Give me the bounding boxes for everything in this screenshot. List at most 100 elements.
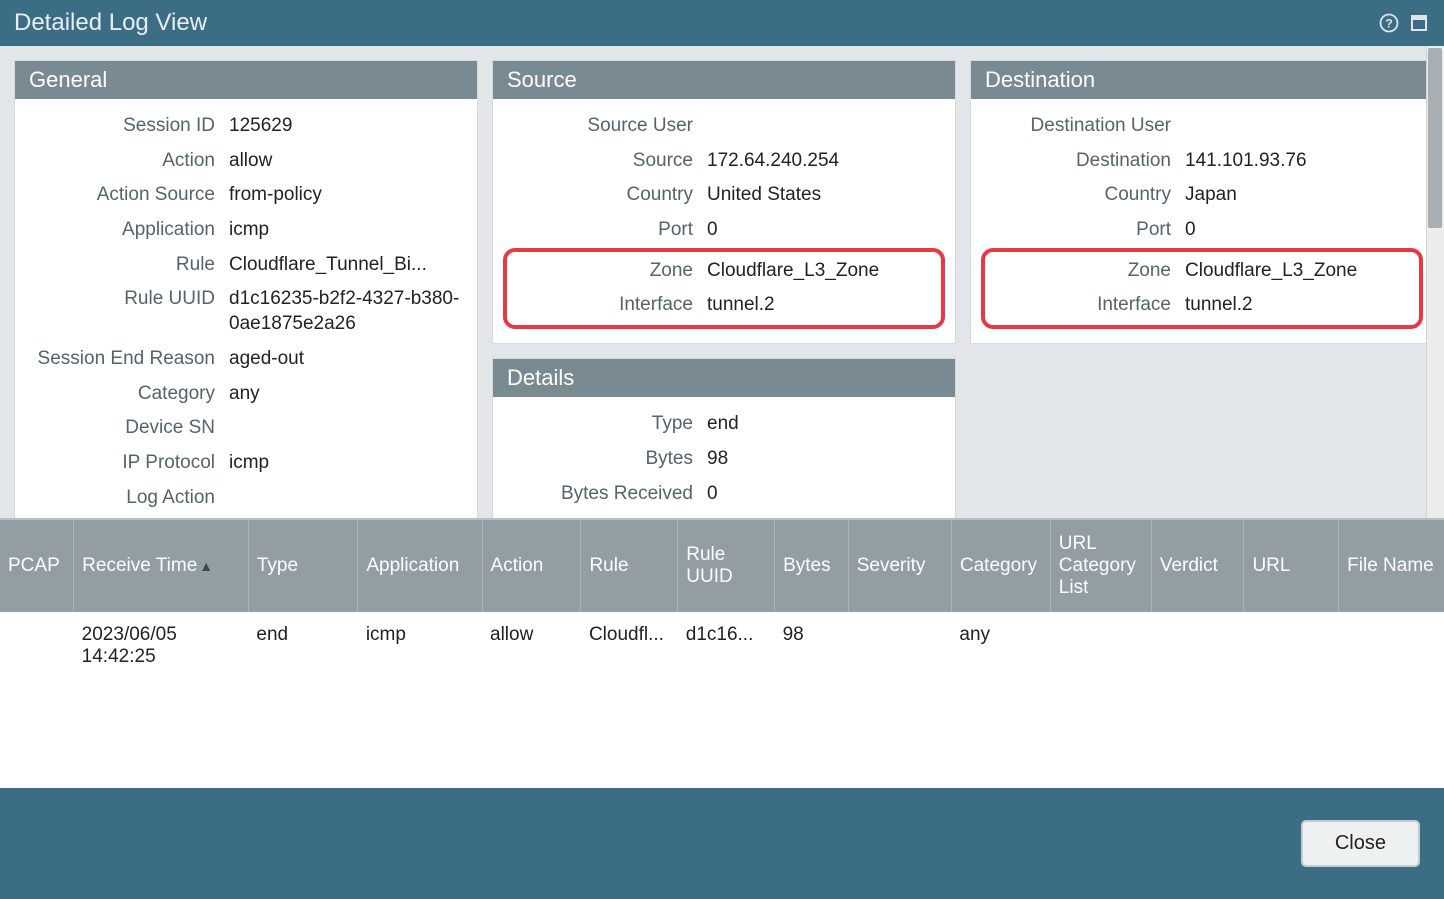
column-header[interactable]: Type xyxy=(248,520,357,612)
help-icon[interactable]: ? xyxy=(1378,12,1400,34)
kv-label: Action xyxy=(29,149,229,174)
column-header[interactable]: Bytes xyxy=(775,520,849,612)
column-header[interactable]: Verdict xyxy=(1151,520,1244,612)
table-cell: 98 xyxy=(775,612,849,680)
window-title: Detailed Log View xyxy=(14,9,207,37)
kv-row: CountryJapan xyxy=(985,178,1419,213)
kv-value: Cloudflare_L3_Zone xyxy=(1185,259,1413,284)
kv-row: Action Sourcefrom-policy xyxy=(29,178,463,213)
panel-source: Source Source UserSource172.64.240.254Co… xyxy=(492,60,956,344)
kv-label: Device SN xyxy=(29,416,229,441)
kv-label: IP Protocol xyxy=(29,451,229,476)
table-cell xyxy=(1339,612,1444,680)
kv-row: ZoneCloudflare_L3_Zone xyxy=(985,254,1413,289)
kv-value: icmp xyxy=(229,218,463,243)
kv-label: Log Action xyxy=(29,486,229,511)
kv-value: Japan xyxy=(1185,183,1419,208)
kv-value: 172.64.240.254 xyxy=(707,149,941,174)
destination-highlight: ZoneCloudflare_L3_ZoneInterfacetunnel.2 xyxy=(981,248,1423,329)
kv-label: Zone xyxy=(985,259,1185,284)
kv-label: Action Source xyxy=(29,183,229,208)
table-cell xyxy=(1244,612,1339,680)
kv-label: Port xyxy=(985,218,1185,243)
kv-value: Cloudflare_L3_Zone xyxy=(707,259,935,284)
kv-row: Session End Reasonaged-out xyxy=(29,342,463,377)
kv-label: Bytes xyxy=(507,447,707,472)
maximize-icon[interactable] xyxy=(1408,12,1430,34)
kv-label: Session ID xyxy=(29,114,229,139)
table-cell: Cloudfl... xyxy=(581,612,678,680)
close-button[interactable]: Close xyxy=(1301,820,1420,867)
kv-value: 0 xyxy=(1185,218,1419,243)
log-table-wrap: PCAPReceive Time▲TypeApplicationActionRu… xyxy=(0,518,1444,788)
kv-row: Device SN xyxy=(29,411,463,446)
kv-row: Bytes98 xyxy=(507,442,941,477)
kv-row: Port0 xyxy=(985,213,1419,248)
table-body: 2023/06/05 14:42:25endicmpallowCloudfl..… xyxy=(0,612,1444,680)
kv-value: 98 xyxy=(707,447,941,472)
kv-value: tunnel.2 xyxy=(1185,293,1413,318)
kv-label: Type xyxy=(507,412,707,437)
column-header[interactable]: PCAP xyxy=(0,520,74,612)
table-cell: end xyxy=(248,612,357,680)
column-header[interactable]: URL xyxy=(1244,520,1339,612)
column-header[interactable]: File Name xyxy=(1339,520,1444,612)
source-highlight: ZoneCloudflare_L3_ZoneInterfacetunnel.2 xyxy=(503,248,945,329)
column-header[interactable]: Category xyxy=(951,520,1050,612)
table-cell: any xyxy=(951,612,1050,680)
column-header[interactable]: Application xyxy=(358,520,482,612)
kv-value: United States xyxy=(707,183,941,208)
kv-row: Port0 xyxy=(507,213,941,248)
kv-row: Bytes Received0 xyxy=(507,477,941,512)
panel-header-general: General xyxy=(15,61,477,99)
kv-label: Country xyxy=(507,183,707,208)
column-header[interactable]: Rule UUID xyxy=(678,520,775,612)
titlebar: Detailed Log View ? xyxy=(0,0,1444,46)
kv-label: Bytes Received xyxy=(507,482,707,507)
table-cell: icmp xyxy=(358,612,482,680)
table-cell xyxy=(1050,612,1151,680)
table-cell xyxy=(1151,612,1244,680)
table-cell xyxy=(848,612,951,680)
kv-label: Application xyxy=(29,218,229,243)
panel-header-details: Details xyxy=(493,359,955,397)
kv-row: Rule UUIDd1c16235-b2f2-4327-b380-0ae1875… xyxy=(29,282,463,341)
kv-value: d1c16235-b2f2-4327-b380-0ae1875e2a26 xyxy=(229,287,463,336)
sort-asc-icon: ▲ xyxy=(199,558,213,574)
kv-row: Session ID125629 xyxy=(29,109,463,144)
kv-label: Source User xyxy=(507,114,707,139)
kv-value: from-policy xyxy=(229,183,463,208)
kv-label: Port xyxy=(507,218,707,243)
kv-value: tunnel.2 xyxy=(707,293,935,318)
panel-header-destination: Destination xyxy=(971,61,1433,99)
kv-row: Source User xyxy=(507,109,941,144)
table-cell: 2023/06/05 14:42:25 xyxy=(74,612,249,680)
column-header[interactable]: Action xyxy=(482,520,581,612)
kv-label: Interface xyxy=(507,293,707,318)
panel-destination: Destination Destination UserDestination1… xyxy=(970,60,1434,344)
column-header[interactable]: Severity xyxy=(848,520,951,612)
vertical-scrollbar[interactable] xyxy=(1426,46,1444,518)
kv-value: any xyxy=(229,382,463,407)
column-header[interactable]: Rule xyxy=(581,520,678,612)
table-header-row: PCAPReceive Time▲TypeApplicationActionRu… xyxy=(0,520,1444,612)
log-table: PCAPReceive Time▲TypeApplicationActionRu… xyxy=(0,520,1444,680)
column-header[interactable]: URL Category List xyxy=(1050,520,1151,612)
kv-label: Interface xyxy=(985,293,1185,318)
table-cell xyxy=(0,612,74,680)
kv-row: Applicationicmp xyxy=(29,213,463,248)
panel-details: Details TypeendBytes98Bytes Received0 xyxy=(492,358,956,518)
panel-general: General Session ID125629ActionallowActio… xyxy=(14,60,478,518)
kv-row: IP Protocolicmp xyxy=(29,446,463,481)
kv-row: Destination User xyxy=(985,109,1419,144)
kv-row: CountryUnited States xyxy=(507,178,941,213)
kv-value: 141.101.93.76 xyxy=(1185,149,1419,174)
kv-value: 125629 xyxy=(229,114,463,139)
kv-value: aged-out xyxy=(229,347,463,372)
scrollbar-thumb[interactable] xyxy=(1428,48,1442,228)
table-row[interactable]: 2023/06/05 14:42:25endicmpallowCloudfl..… xyxy=(0,612,1444,680)
kv-label: Destination xyxy=(985,149,1185,174)
column-header[interactable]: Receive Time▲ xyxy=(74,520,249,612)
kv-row: Destination141.101.93.76 xyxy=(985,144,1419,179)
kv-label: Zone xyxy=(507,259,707,284)
